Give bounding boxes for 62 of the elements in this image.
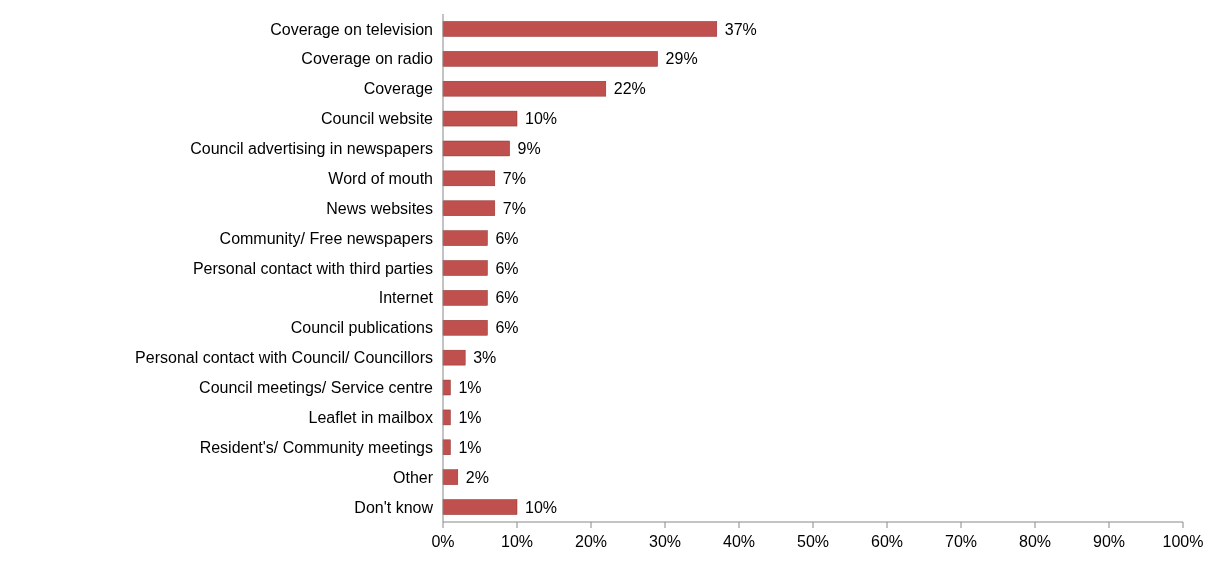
y-tick-label: News websites xyxy=(326,199,433,217)
x-tick-label: 10% xyxy=(500,533,534,550)
y-tick-label: Internet xyxy=(378,289,434,307)
bar xyxy=(442,469,459,485)
y-tick-label: Community/ Free newspapers xyxy=(219,229,433,247)
x-tick-label: 40% xyxy=(722,533,756,550)
y-tick-label: Council meetings/ Service centre xyxy=(199,379,434,397)
bar xyxy=(442,379,451,396)
data-label: 6% xyxy=(495,259,519,277)
x-tick-label: 30% xyxy=(648,533,682,550)
bar xyxy=(442,260,488,276)
y-tick-label: Coverage on television xyxy=(270,20,433,38)
x-tick-label: 0% xyxy=(431,533,455,550)
y-tick-label: Resident's/ Community meetings xyxy=(199,438,433,456)
data-label: 9% xyxy=(517,140,541,158)
data-label: 3% xyxy=(473,349,497,367)
x-tick-label: 100% xyxy=(1162,533,1204,550)
data-label: 1% xyxy=(458,438,482,456)
data-label: 2% xyxy=(465,468,489,486)
y-tick-label: Coverage xyxy=(363,80,434,98)
y-tick-label: Don't know xyxy=(354,498,434,516)
y-tick-label: Personal contact with third parties xyxy=(192,259,433,277)
data-label: 1% xyxy=(458,409,482,427)
y-tick-label: Word of mouth xyxy=(328,169,433,187)
data-label: 6% xyxy=(495,319,519,337)
data-label: 37% xyxy=(724,20,757,38)
x-tick-label: 70% xyxy=(944,533,978,550)
bar xyxy=(442,200,496,216)
x-tick-label: 80% xyxy=(1018,533,1052,550)
bar xyxy=(442,21,718,37)
x-tick-label: 60% xyxy=(870,533,904,550)
y-tick-label: Council advertising in newspapers xyxy=(190,140,433,158)
x-tick-label: 20% xyxy=(574,533,608,550)
bar xyxy=(442,170,496,187)
bar xyxy=(442,409,451,426)
data-label: 22% xyxy=(613,80,646,98)
bar xyxy=(442,290,488,306)
bar xyxy=(442,439,451,456)
data-label: 6% xyxy=(495,229,519,247)
bar xyxy=(442,51,658,67)
data-label: 6% xyxy=(495,289,519,307)
bar xyxy=(442,110,518,127)
bar xyxy=(442,499,518,515)
data-label: 10% xyxy=(525,110,558,128)
y-tick-label: Council publications xyxy=(290,319,433,337)
data-label: 7% xyxy=(502,169,526,187)
y-tick-label: Personal contact with Council/ Councillors xyxy=(135,349,433,367)
y-tick-label: Other xyxy=(392,468,434,486)
bar xyxy=(442,80,607,97)
bar xyxy=(442,140,510,157)
bar xyxy=(442,349,466,366)
x-tick-label: 50% xyxy=(796,533,830,550)
data-label: 1% xyxy=(458,379,482,397)
x-tick-label: 90% xyxy=(1092,533,1126,550)
data-label: 10% xyxy=(525,498,558,516)
data-label: 7% xyxy=(502,199,526,217)
bar xyxy=(442,230,488,246)
y-tick-label: Council website xyxy=(320,110,434,128)
y-tick-label: Leaflet in mailbox xyxy=(308,409,433,427)
data-label: 29% xyxy=(665,50,698,68)
y-tick-label: Coverage on radio xyxy=(301,50,434,68)
bar xyxy=(442,320,488,336)
